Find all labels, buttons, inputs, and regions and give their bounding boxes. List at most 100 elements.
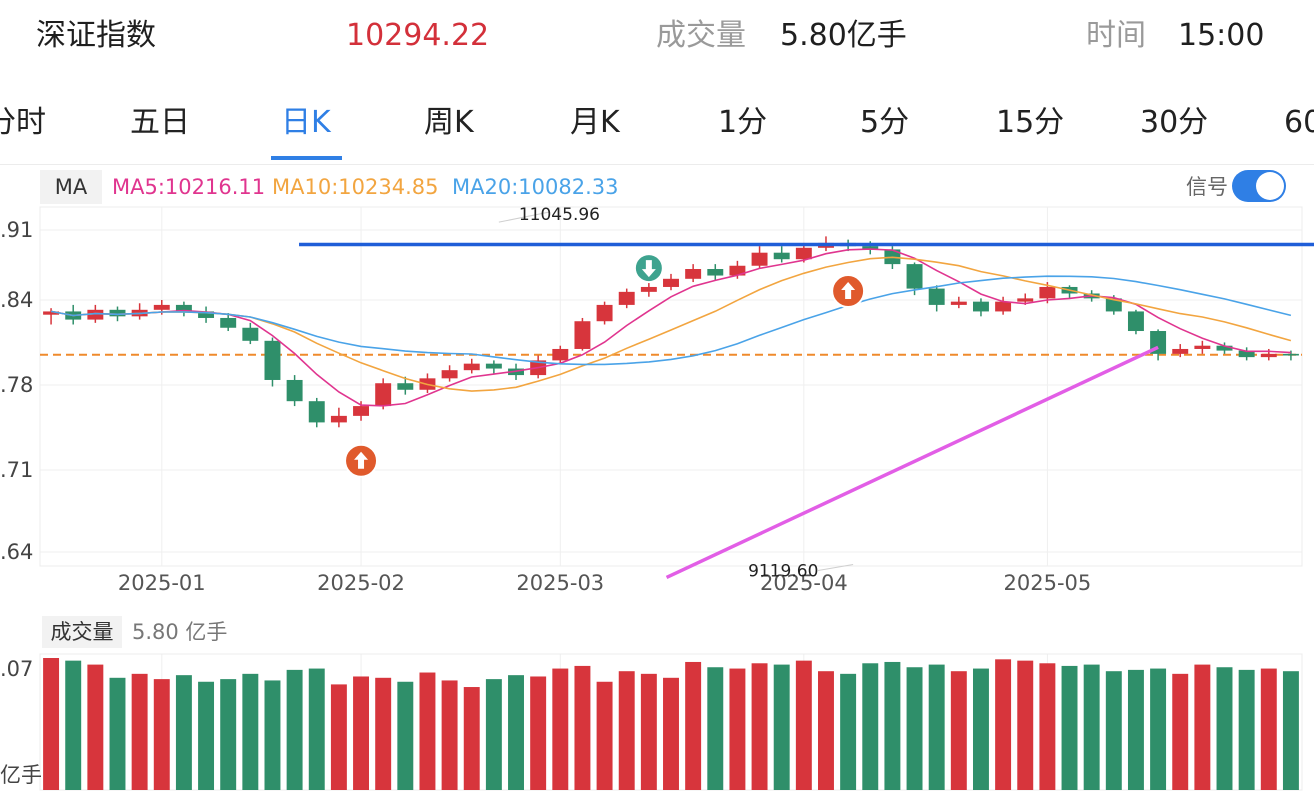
volume-bar xyxy=(65,660,82,790)
candle-body xyxy=(618,291,635,305)
y-tick-label: .71 xyxy=(0,458,33,482)
volume-bar xyxy=(43,658,60,790)
volume-bar xyxy=(220,679,237,790)
signal-label: 信号 xyxy=(1186,175,1228,199)
volume-bar xyxy=(950,671,967,790)
high-price-label: 11045.96 xyxy=(519,205,600,225)
tab-30min[interactable]: 30分 xyxy=(1140,105,1209,140)
volume-axis: .07 亿手 xyxy=(0,657,42,787)
volume-bar xyxy=(884,661,901,790)
candle-body xyxy=(1260,353,1277,358)
volume-bar xyxy=(463,687,480,790)
tab-daily-k[interactable]: 日K xyxy=(281,105,331,140)
ma5-label: MA5:10216.11 xyxy=(112,175,266,199)
candle-body xyxy=(1282,353,1299,356)
volume-bar xyxy=(330,684,347,790)
volume-bar xyxy=(795,660,812,790)
volume-bar xyxy=(1238,669,1255,790)
candle-body xyxy=(640,286,657,292)
candle-body xyxy=(950,301,967,305)
volume-bar xyxy=(1216,667,1233,790)
volume-bar xyxy=(906,667,923,790)
candle-body xyxy=(286,379,303,402)
price-axis: .91 .84 .78 .71 .64 xyxy=(0,218,33,564)
candle-body xyxy=(596,304,613,322)
candle-body xyxy=(264,340,281,380)
volume-bar xyxy=(818,671,834,790)
volume-bar xyxy=(663,677,679,790)
volume-bar xyxy=(729,668,746,790)
candle-body xyxy=(463,363,480,371)
volume-bar xyxy=(840,673,857,790)
toggle-knob xyxy=(1256,172,1284,200)
candle-body xyxy=(1017,298,1034,302)
volume-bar xyxy=(552,668,569,790)
volume-bar xyxy=(618,671,635,790)
ma5-line xyxy=(50,248,1291,407)
volume-bar xyxy=(397,681,414,790)
volume-label: 成交量 xyxy=(656,18,746,53)
price-annotations: 11045.96 9119.60 xyxy=(498,205,854,581)
volume-tick-label: .07 xyxy=(0,657,33,681)
tab-intraday[interactable]: 分时 xyxy=(0,105,46,140)
candle-body xyxy=(663,278,679,287)
tab-five-day[interactable]: 五日 xyxy=(130,105,190,140)
tab-5min[interactable]: 5分 xyxy=(860,105,910,140)
low-price-label: 9119.60 xyxy=(748,561,818,581)
candle-body xyxy=(1039,286,1056,299)
tab-60min[interactable]: 60 xyxy=(1284,105,1314,140)
high-leader xyxy=(498,211,549,223)
volume-bar xyxy=(264,680,281,790)
x-tick-label: 2025-05 xyxy=(1004,571,1092,595)
ma-lines xyxy=(50,248,1292,407)
tab-monthly-k[interactable]: 月K xyxy=(570,105,620,140)
x-tick-label: 2025-01 xyxy=(118,571,206,595)
volume-bar xyxy=(419,672,436,790)
volume-tag: 成交量 xyxy=(42,616,122,648)
signal-arrow xyxy=(354,451,369,469)
volume-bar xyxy=(508,675,524,790)
tab-weekly-k[interactable]: 周K xyxy=(424,105,474,140)
y-tick-label: .78 xyxy=(0,373,33,397)
volume-bar xyxy=(640,673,657,790)
volume-bar xyxy=(1061,665,1078,790)
candle-body xyxy=(1216,345,1233,351)
volume-bar xyxy=(1150,668,1167,790)
volume-bar xyxy=(773,664,790,790)
volume-bar xyxy=(131,673,148,790)
candle-body xyxy=(751,252,768,266)
volume-bar xyxy=(1172,673,1189,790)
candles xyxy=(43,236,1299,428)
volume-bar xyxy=(1083,664,1100,790)
ma20-line xyxy=(50,275,1292,366)
signal-toggle[interactable] xyxy=(1232,170,1286,202)
trendlines xyxy=(299,242,1314,580)
candle-body xyxy=(397,383,414,390)
volume-bar xyxy=(574,665,591,790)
chart-grid xyxy=(39,206,1303,567)
volume-bar xyxy=(286,669,303,790)
candle-body xyxy=(87,309,104,320)
time-value: 15:00 xyxy=(1178,18,1265,53)
volume-bar xyxy=(308,668,325,790)
tab-15min[interactable]: 15分 xyxy=(996,105,1065,140)
tab-1min[interactable]: 1分 xyxy=(718,105,768,140)
candle-body xyxy=(175,304,192,312)
candle-body xyxy=(43,311,60,315)
candle-body xyxy=(1194,345,1211,349)
signal-arrow xyxy=(841,282,856,300)
volume-bar xyxy=(596,681,613,790)
x-tick-label: 2025-02 xyxy=(317,571,405,595)
candle-body xyxy=(795,247,812,260)
volume-bar xyxy=(530,676,547,790)
volume-unit-label: 亿手 xyxy=(0,763,42,787)
candle-body xyxy=(707,269,724,276)
volume-bar xyxy=(87,664,104,790)
ma-tag[interactable]: MA xyxy=(40,170,102,204)
period-tabs: 分时 五日 日K 周K 月K 1分 5分 15分 30分 60 xyxy=(0,96,1314,165)
volume-bar xyxy=(685,661,702,790)
y-tick-label: .64 xyxy=(0,540,33,564)
candle-body xyxy=(441,370,458,379)
candle-body xyxy=(1238,350,1255,358)
